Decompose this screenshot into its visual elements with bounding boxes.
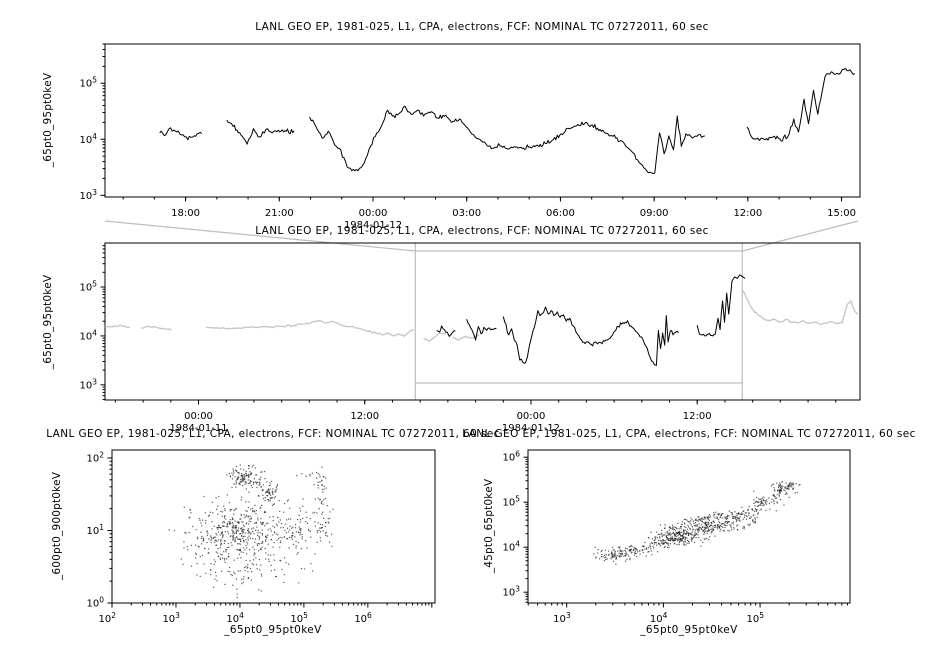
svg-text:105: 105 <box>747 611 765 625</box>
scatter-right-y-axis-label: _45pt0_65pt0keV <box>483 478 495 574</box>
svg-text:105: 105 <box>290 611 308 625</box>
svg-text:03:00: 03:00 <box>452 208 481 219</box>
svg-text:105: 105 <box>79 280 97 294</box>
top-y-axis-label: _65pt0_95pt0keV <box>42 72 54 168</box>
scatter-left-x-axis-label: _65pt0_95pt0keV <box>224 624 322 636</box>
scatter-right-x-axis-label: _65pt0_95pt0keV <box>640 624 738 636</box>
scatter-panel-600-900kev[interactable]: 100 101 102 102 103 104 105 106 <box>86 449 436 625</box>
svg-text:106: 106 <box>502 450 520 464</box>
svg-text:106: 106 <box>354 611 372 625</box>
overview-context-panel[interactable]: 103 104 105 00:00 12:00 00:00 12:00 1984-01-11 1… <box>79 242 861 434</box>
svg-text:104: 104 <box>79 132 97 146</box>
svg-text:1984-01-12: 1984-01-12 <box>344 220 402 231</box>
svg-text:1984-01-12: 1984-01-12 <box>502 423 560 434</box>
svg-text:104: 104 <box>79 328 97 342</box>
svg-text:12:00: 12:00 <box>683 411 712 422</box>
svg-text:103: 103 <box>553 611 571 625</box>
overview-panel-title: LANL GEO EP, 1981-025, L1, CPA, electron… <box>255 225 709 237</box>
svg-text:06:00: 06:00 <box>546 208 575 219</box>
svg-text:102: 102 <box>98 611 116 625</box>
svg-text:104: 104 <box>226 611 244 625</box>
svg-text:15:00: 15:00 <box>827 208 856 219</box>
svg-text:12:00: 12:00 <box>350 411 379 422</box>
scatter-panel-45-65kev[interactable]: 103 104 105 106 103 104 105 <box>502 449 851 625</box>
svg-text:09:00: 09:00 <box>640 208 669 219</box>
svg-text:103: 103 <box>502 585 520 599</box>
svg-text:103: 103 <box>79 188 97 202</box>
svg-text:00:00: 00:00 <box>359 208 388 219</box>
svg-text:104: 104 <box>650 611 668 625</box>
svg-text:103: 103 <box>162 611 180 625</box>
svg-text:101: 101 <box>86 523 104 537</box>
top-panel-title: LANL GEO EP, 1981-025, L1, CPA, electron… <box>255 21 709 33</box>
scatter-right-title: LANL GEO EP, 1981-025, L1, CPA, electron… <box>462 428 916 440</box>
svg-text:00:00: 00:00 <box>517 411 546 422</box>
svg-text:1984-01-11: 1984-01-11 <box>169 423 227 434</box>
svg-text:18:00: 18:00 <box>171 208 200 219</box>
svg-text:100: 100 <box>86 596 104 610</box>
svg-text:00:00: 00:00 <box>184 411 213 422</box>
top-timeseries-panel[interactable]: 103 104 105 18:00 21:00 00:00 03:00 06:00 09:00 1… <box>79 43 861 231</box>
svg-text:21:00: 21:00 <box>265 208 294 219</box>
overview-y-axis-label: _65pt0_95pt0keV <box>42 274 54 370</box>
scatter-left-title: LANL GEO EP, 1981-025, L1, CPA, electron… <box>46 428 500 440</box>
scatter-left-y-axis-label: _600pt0_900pt0keV <box>51 471 63 581</box>
svg-text:103: 103 <box>79 377 97 391</box>
svg-text:104: 104 <box>502 540 520 554</box>
svg-text:102: 102 <box>86 450 104 464</box>
svg-text:12:00: 12:00 <box>733 208 762 219</box>
svg-text:105: 105 <box>79 76 97 90</box>
svg-text:105: 105 <box>502 495 520 509</box>
zoom-connector-lines <box>104 220 859 252</box>
